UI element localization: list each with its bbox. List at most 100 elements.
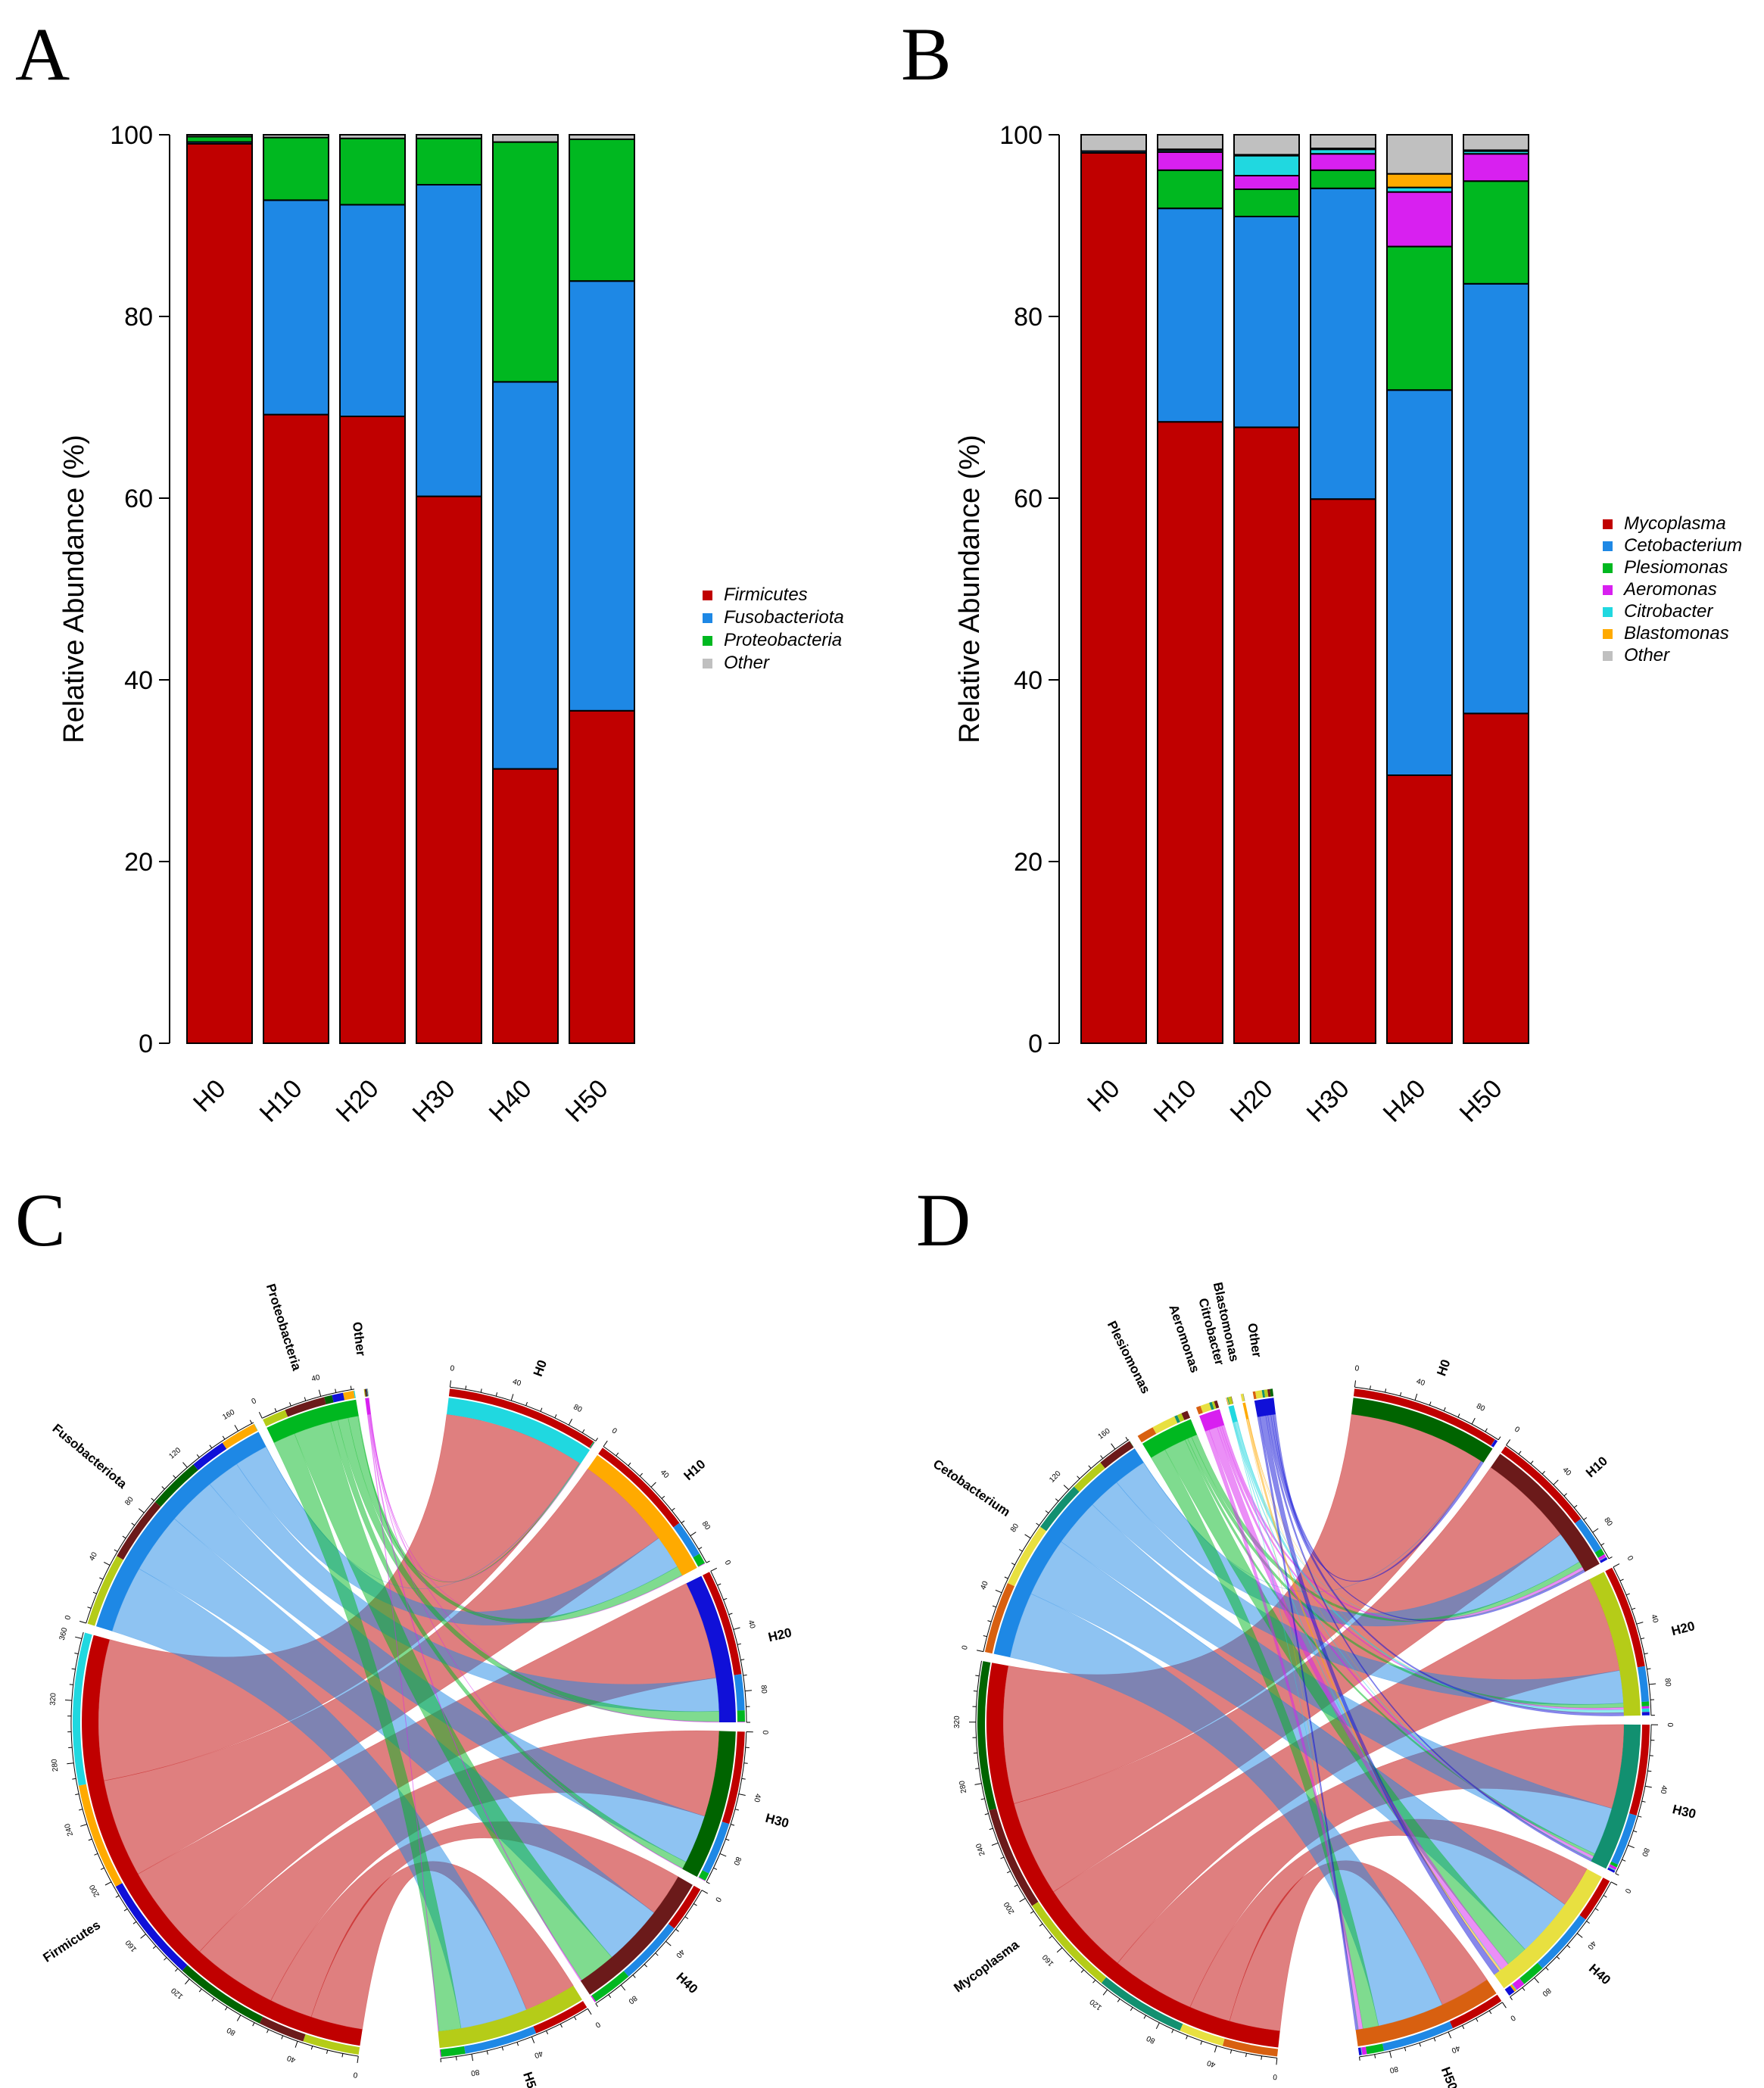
track-segment-h10-plesiomonas (1594, 1548, 1605, 1558)
track-segment-fusobacteriota-h30 (154, 1464, 198, 1507)
tick-mark (1566, 1945, 1571, 1949)
bar-segment-h0-firmicutes (186, 143, 253, 1044)
tick-mark (1019, 1897, 1026, 1903)
bar-segment-h10-other (1157, 134, 1223, 151)
tick-mark (326, 2049, 329, 2054)
tick-mark (1613, 1563, 1620, 1568)
tick-mark (175, 1968, 179, 1972)
track-segment-h50-fusobacteriota (464, 2026, 537, 2054)
sector-label-plesiomonas: Plesiomonas (1105, 1319, 1153, 1396)
tick-mark (698, 1547, 703, 1550)
sample-tick-label: 40 (512, 1378, 522, 1388)
sector-ring-blastomonas (1242, 1402, 1249, 1420)
tick-mark (1498, 1436, 1501, 1441)
tick-mark (991, 1842, 999, 1846)
tick-mark (80, 1824, 87, 1827)
track-segment-mycoplasma-h50 (1222, 2038, 1279, 2057)
track-segment-h50-citrobacter (1360, 2047, 1363, 2055)
y-tick-label: 60 (1014, 485, 1043, 513)
track-segment-h40-citrobacter (1511, 1984, 1517, 1990)
tick-baseline (603, 1446, 707, 1563)
track-segment-aeromonas-h10 (1214, 1400, 1220, 1409)
taxon-tick-label: 0 (353, 2070, 359, 2079)
tick-mark (1636, 1622, 1644, 1625)
track-segment-firmicutes-h0 (72, 1632, 92, 1786)
sector-ring-proteobacteria (266, 1399, 359, 1443)
tick-mark (581, 1429, 585, 1433)
track-segment-other-h20 (1264, 1389, 1269, 1398)
sector-ring-h20 (686, 1575, 736, 1722)
panel-label-A: A (15, 12, 70, 96)
track-segment-cetobacterium-h20 (1074, 1462, 1105, 1492)
tick-baseline (261, 1388, 355, 1419)
tick-mark (717, 1583, 721, 1586)
tick-mark (115, 1895, 120, 1898)
bar-segment-h40-other (492, 134, 559, 143)
bar-segment-h20-firmicutes (339, 416, 406, 1044)
track-segment-cetobacterium-h0 (1129, 1441, 1134, 1448)
track-segment-h40-proteobacteria (591, 1971, 629, 2002)
tick-mark (980, 1798, 985, 1800)
tick-mark (94, 1853, 98, 1856)
track-segment-proteobacteria-h50 (263, 1410, 288, 1427)
tick-mark (723, 1597, 728, 1600)
y-tick-label: 80 (1014, 303, 1043, 332)
sector-ring-h30 (682, 1731, 736, 1878)
tick-mark (1399, 1391, 1402, 1397)
tick-mark (122, 1535, 126, 1539)
sample-tick-label: 0 (610, 1426, 619, 1435)
tick-mark (1006, 1871, 1011, 1874)
taxon-tick-label: 240 (64, 1822, 76, 1837)
tick-mark (661, 1495, 665, 1499)
tick-mark (114, 1549, 118, 1552)
track-segment-plesiomonas-h20 (1177, 1413, 1185, 1423)
tick-mark (974, 1783, 982, 1785)
legend-swatch-mycoplasma (1603, 519, 1613, 529)
tick-mark (650, 1482, 656, 1488)
track-segment-h0-cetobacterium (1491, 1439, 1496, 1446)
tick-mark (706, 1560, 710, 1563)
tick-mark (665, 1940, 672, 1946)
sample-tick-label: 80 (626, 1993, 638, 2005)
tick-mark (224, 2006, 228, 2011)
panel-b-stacked-bar-chart: 0 20 40 60 80 100 Relative Abundance (%) H0 H10 H… (954, 121, 1742, 1128)
sector-label-fusobacteriota: Fusobacteriota (49, 1421, 129, 1491)
taxon-tick-label: 120 (170, 1986, 185, 2000)
tick-mark (1625, 1593, 1630, 1596)
tick-mark (304, 1397, 307, 1401)
track-segment-h30-firmicutes (721, 1731, 745, 1825)
track-segment-blastomonas-h10 (1243, 1393, 1245, 1401)
chord-ribbon-plesiomonas-h30 (1184, 1438, 1595, 1857)
track-segment-h50-aeromonas (1361, 2046, 1367, 2055)
sector-label-mycoplasma: Mycoplasma (951, 1937, 1022, 1996)
sector-label-other: Other (1245, 1322, 1264, 1358)
tick-mark (973, 1691, 977, 1692)
track-segment-citrobacter-h10 (1231, 1396, 1234, 1404)
y-axis-title: Relative Abundance (%) (954, 435, 986, 743)
sector-label-firmicutes: Firmicutes (40, 1918, 102, 1965)
x-tick-label-h40: H40 (484, 1074, 538, 1128)
tick-mark (1036, 1522, 1039, 1526)
tick-mark (1647, 1770, 1652, 1772)
sector-ring-aeromonas (1199, 1409, 1225, 1432)
track-segment-cetobacterium-h40 (1007, 1526, 1047, 1587)
track-segment-cetobacterium-h10 (1100, 1441, 1134, 1469)
bar-segment-h20-cetobacterium (1233, 216, 1300, 429)
tick-mark (710, 1567, 718, 1572)
track-segment-mycoplasma-h40 (1180, 2024, 1225, 2046)
track-segment-mycoplasma-h10 (989, 1808, 1039, 1906)
track-segment-h50-proteobacteria (440, 2046, 466, 2057)
tick-mark (740, 1659, 745, 1661)
tick-mark (99, 1577, 104, 1580)
tick-mark (1443, 1407, 1446, 1411)
track-segment-mycoplasma-h20 (1032, 1902, 1107, 1984)
track-segment-h10-citrobacter (1599, 1557, 1607, 1561)
tick-mark (1583, 1517, 1588, 1520)
tick-mark (672, 1507, 675, 1511)
tick-mark (1045, 1510, 1049, 1513)
tick-baseline (710, 1571, 747, 1723)
tick-mark (713, 1867, 718, 1870)
tick-mark (975, 1675, 980, 1677)
track-segment-plesiomonas-h10 (1181, 1410, 1191, 1420)
bar-segment-h10-fusobacteriota (263, 199, 329, 416)
